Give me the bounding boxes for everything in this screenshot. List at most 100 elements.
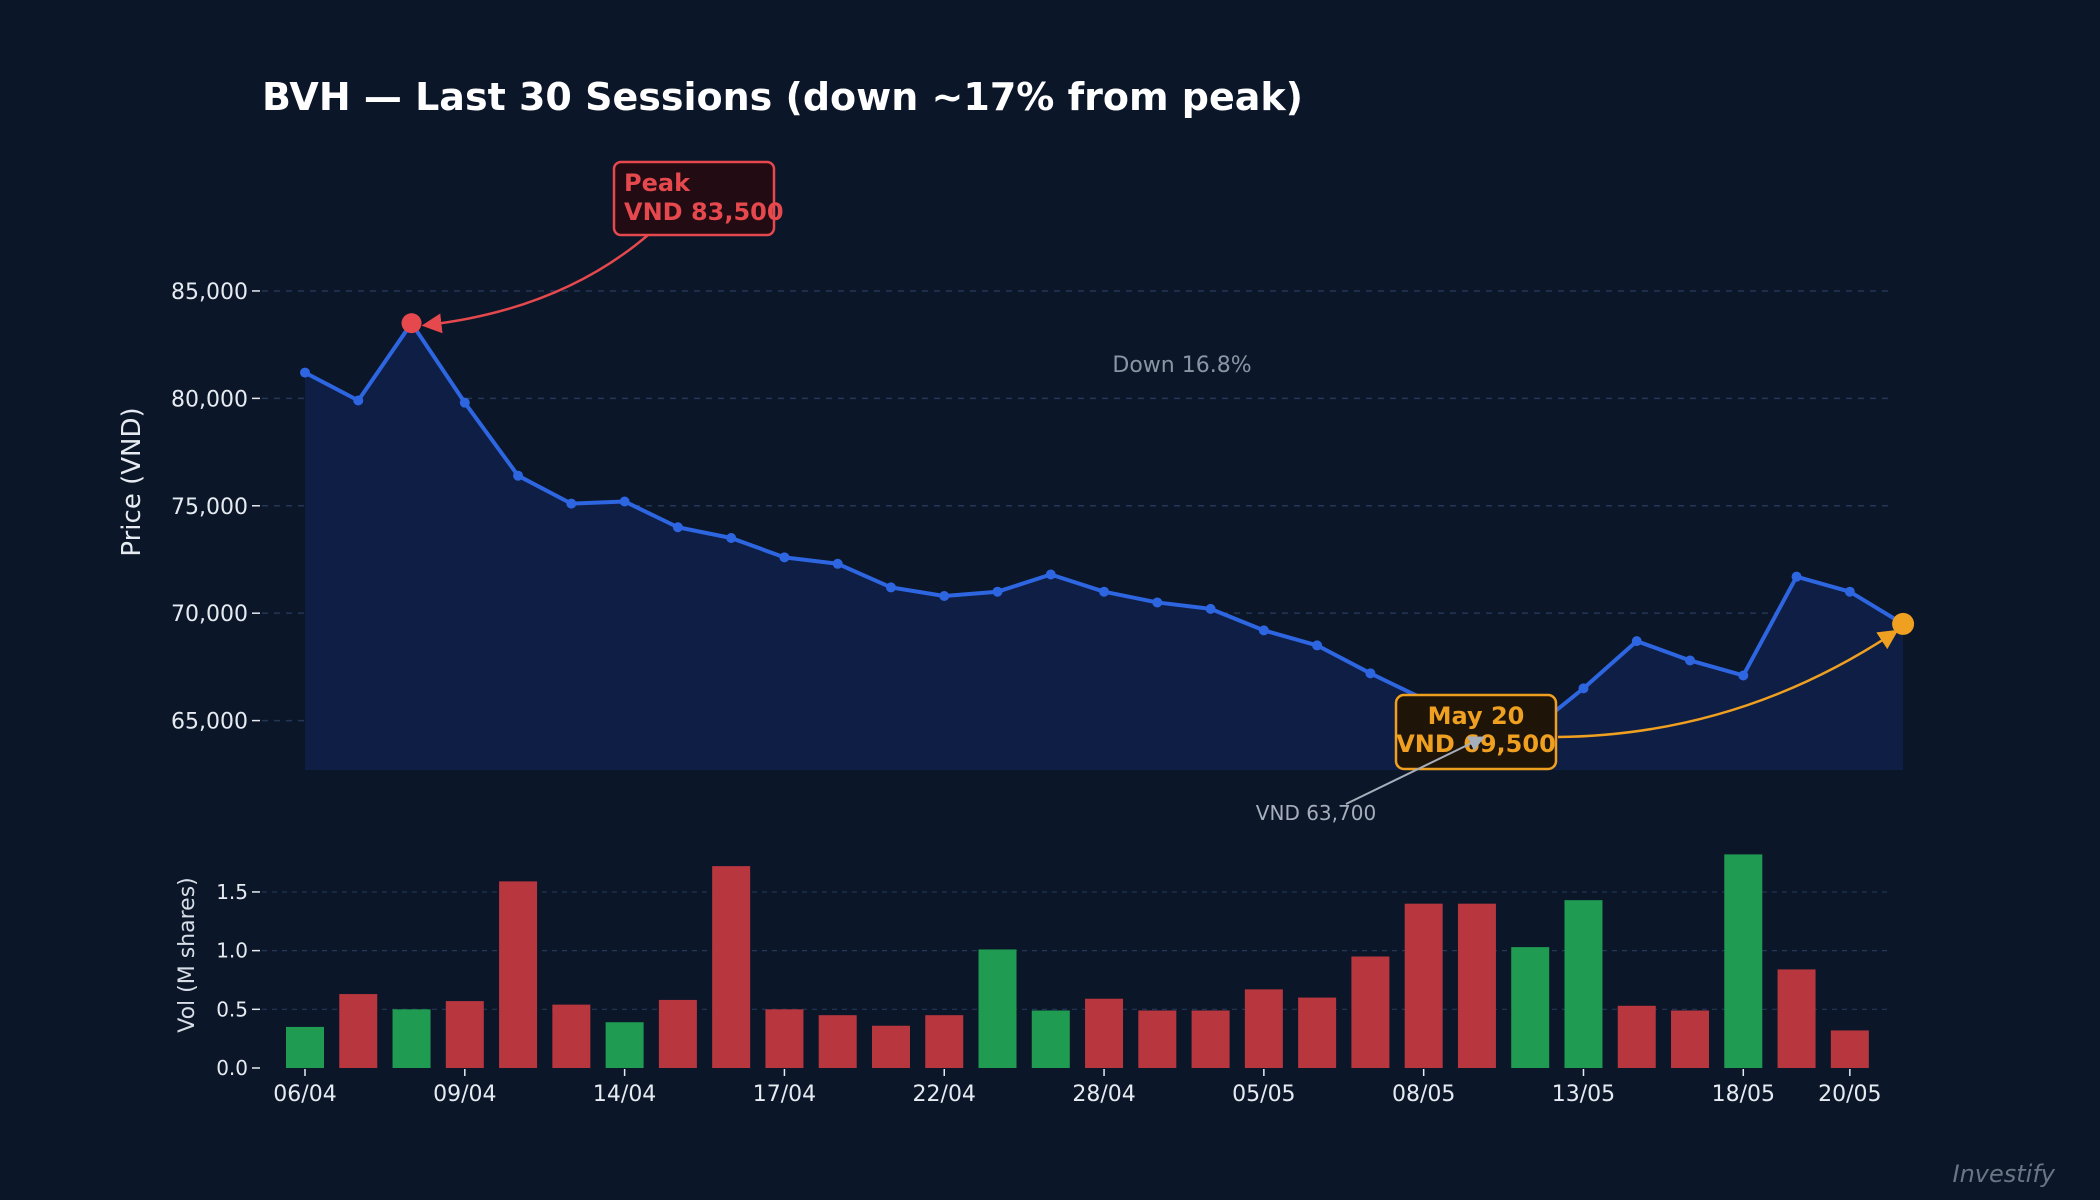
- last-price-annotation: May 20 VND 69,500: [1394, 629, 1899, 771]
- price-point: [1738, 670, 1749, 681]
- x-tick-label: 08/05: [1392, 1082, 1455, 1107]
- price-area-fill: [305, 323, 1904, 770]
- volume-bar: [499, 881, 538, 1068]
- x-tick-label: 09/04: [433, 1082, 496, 1107]
- price-point: [939, 591, 950, 601]
- volume-bar: [871, 1025, 910, 1068]
- volume-bar: [1351, 956, 1390, 1068]
- volume-bar: [1085, 998, 1124, 1068]
- price-point: [1791, 571, 1802, 582]
- price-axis-label: Price (VND): [117, 407, 147, 556]
- volume-bar: [1671, 1010, 1710, 1068]
- x-tick-label: 28/04: [1072, 1082, 1135, 1107]
- volume-bars: [286, 854, 1869, 1068]
- price-point: [1312, 640, 1323, 651]
- peak-annotation: Peak VND 83,500: [421, 160, 784, 334]
- volume-tick-label: 0.0: [216, 1056, 248, 1080]
- change-note: Down 16.8%: [1112, 353, 1251, 378]
- low-label: VND 63,700: [1256, 801, 1376, 825]
- price-point: [726, 533, 737, 543]
- volume-tick-label: 1.0: [216, 939, 248, 963]
- x-tick-label: 06/04: [273, 1082, 336, 1107]
- low-annotation: VND 63,700: [1256, 736, 1485, 825]
- price-point: [566, 498, 577, 509]
- price-point: [779, 552, 790, 563]
- x-tick-label: 14/04: [593, 1082, 656, 1107]
- price-point: [1685, 655, 1696, 666]
- volume-bar: [552, 1004, 591, 1068]
- price-point: [300, 367, 310, 378]
- price-tick-label: 80,000: [171, 387, 248, 412]
- price-y-ticks: 65,000 70,000 75,000 80,000 85,000: [171, 280, 260, 735]
- price-tick-label: 65,000: [171, 710, 248, 735]
- price-point: [832, 558, 843, 569]
- x-tick-label: 17/04: [753, 1082, 816, 1107]
- watermark: Investify: [1953, 1160, 2056, 1188]
- x-tick-label: 13/05: [1552, 1082, 1615, 1107]
- volume-bar: [445, 1001, 484, 1068]
- price-point: [1099, 586, 1110, 597]
- chart-title: BVH — Last 30 Sessions (down ~17% from p…: [262, 75, 1303, 119]
- last-price-arrow: [1557, 629, 1899, 739]
- last-price-marker: [1892, 612, 1915, 635]
- volume-bar: [1724, 854, 1763, 1068]
- price-point: [353, 395, 364, 406]
- price-point: [1365, 668, 1376, 679]
- price-point: [1844, 586, 1855, 597]
- price-point: [1578, 683, 1589, 694]
- volume-bar: [392, 1009, 431, 1068]
- price-point: [1152, 597, 1163, 608]
- volume-bar: [978, 949, 1017, 1068]
- volume-bar: [925, 1015, 964, 1068]
- volume-bar: [1777, 969, 1816, 1068]
- price-tick-label: 75,000: [171, 495, 248, 520]
- volume-bar: [1617, 1005, 1656, 1068]
- volume-bar: [1138, 1010, 1177, 1068]
- volume-bar: [1244, 989, 1283, 1068]
- peak-label-box: [612, 160, 776, 237]
- x-tick-label: 20/05: [1818, 1082, 1881, 1107]
- price-point: [1258, 625, 1269, 636]
- low-arrow: [1345, 736, 1485, 805]
- volume-bar: [818, 1015, 857, 1068]
- price-point: [1631, 636, 1642, 647]
- volume-bar: [712, 866, 751, 1068]
- volume-bar: [1457, 903, 1496, 1068]
- price-point: [1045, 569, 1056, 580]
- price-point: [1205, 603, 1216, 614]
- volume-bar: [658, 999, 697, 1068]
- price-point: [885, 582, 896, 593]
- last-price-label-date: May 20: [1428, 702, 1525, 730]
- peak-arrow: [421, 234, 649, 334]
- volume-bar: [1564, 900, 1603, 1068]
- peak-label-value: VND 83,500: [624, 198, 784, 226]
- volume-axis-label: Vol (M shares): [175, 877, 200, 1033]
- x-axis-ticks: 06/04 09/04 14/04 17/04 22/04 28/04 05/05 08/05…: [273, 1069, 1882, 1107]
- price-point: [992, 586, 1003, 597]
- volume-tick-label: 0.5: [216, 997, 248, 1021]
- last-price-label-box: [1394, 693, 1558, 771]
- x-tick-label: 05/05: [1232, 1082, 1295, 1107]
- volume-bar: [1404, 903, 1443, 1068]
- volume-bar: [1191, 1010, 1230, 1068]
- price-tick-label: 85,000: [171, 280, 248, 305]
- volume-bar: [1031, 1010, 1070, 1068]
- volume-bar: [339, 994, 378, 1068]
- volume-bar: [765, 1009, 804, 1068]
- price-point: [459, 397, 470, 408]
- x-tick-label: 18/05: [1712, 1082, 1775, 1107]
- volume-bar: [1511, 947, 1550, 1068]
- peak-marker: [401, 313, 422, 334]
- price-point: [619, 496, 630, 507]
- last-price-label-value: VND 69,500: [1396, 730, 1556, 758]
- peak-label-title: Peak: [624, 169, 691, 197]
- price-point: [513, 470, 524, 481]
- volume-bar: [605, 1022, 644, 1068]
- price-tick-label: 70,000: [171, 602, 248, 627]
- price-point: [672, 522, 683, 533]
- x-tick-label: 22/04: [913, 1082, 976, 1107]
- volume-bar: [1298, 997, 1337, 1068]
- volume-bar: [1830, 1030, 1869, 1068]
